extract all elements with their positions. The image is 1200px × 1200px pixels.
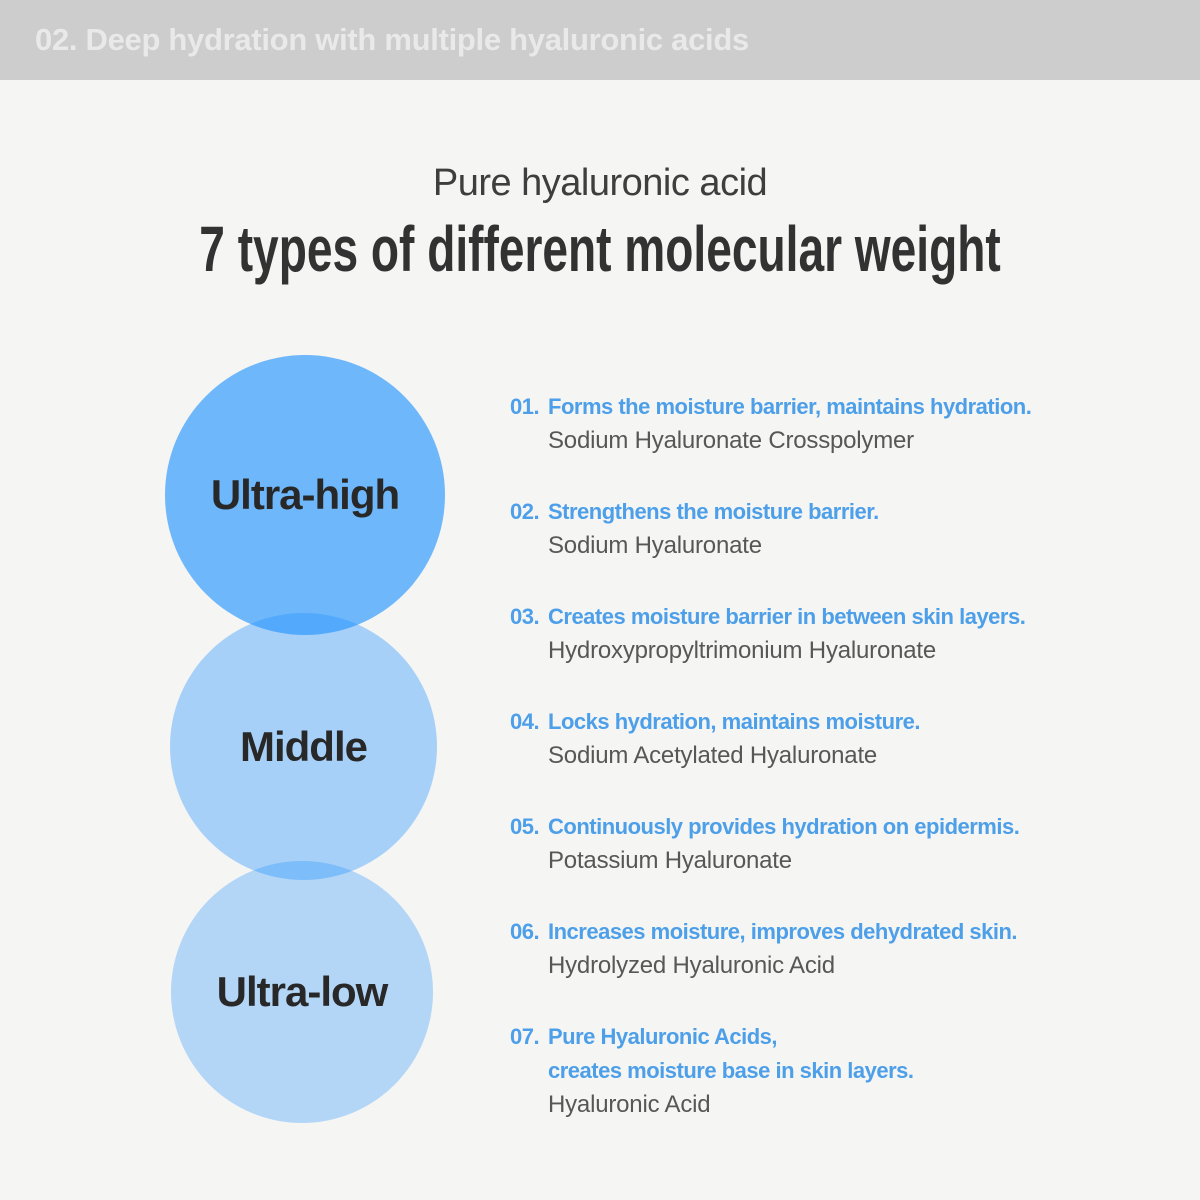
- item-number: 05.: [510, 814, 540, 839]
- list-item-04: 04. Locks hydration, maintains moisture.…: [510, 705, 1110, 773]
- circle-label-ultra-low: Ultra-low: [216, 968, 389, 1015]
- item-heading: 02. Strengthens the moisture barrier.: [510, 495, 1110, 529]
- item-heading-text: Locks hydration, maintains moisture.: [548, 709, 920, 734]
- item-heading: 04. Locks hydration, maintains moisture.: [510, 705, 1110, 739]
- item-heading-text: Pure Hyaluronic Acids,: [548, 1024, 778, 1049]
- header-title: 02. Deep hydration with multiple hyaluro…: [35, 22, 749, 57]
- item-heading-text: Increases moisture, improves dehydrated …: [548, 919, 1018, 944]
- list-item-02: 02. Strengthens the moisture barrier. So…: [510, 495, 1110, 563]
- list-item-07: 07. Pure Hyaluronic Acids, creates moist…: [510, 1020, 1110, 1122]
- circle-label-middle: Middle: [240, 722, 368, 770]
- item-heading-line2: creates moisture base in skin layers.: [510, 1054, 1110, 1088]
- item-number: 01.: [510, 394, 540, 419]
- item-heading: 01. Forms the moisture barrier, maintain…: [510, 390, 1110, 424]
- list-item-05: 05. Continuously provides hydration on e…: [510, 810, 1110, 878]
- item-heading-text2: creates moisture base in skin layers.: [548, 1058, 914, 1083]
- subtitle: Pure hyaluronic acid: [432, 162, 768, 204]
- item-ingredient: Sodium Hyaluronate: [548, 532, 762, 559]
- item-heading-text: Continuously provides hydration on epide…: [548, 814, 1020, 839]
- item-number: 06.: [510, 919, 540, 944]
- item-ingredient: Hydroxypropyltrimonium Hyaluronate: [548, 637, 937, 664]
- item-number-spacer: [510, 1054, 548, 1088]
- intro-section: Pure hyaluronic acid 7 types of differen…: [0, 160, 1200, 284]
- item-ingredient: Potassium Hyaluronate: [548, 847, 792, 874]
- item-heading: 06. Increases moisture, improves dehydra…: [510, 915, 1110, 949]
- item-ingredient: Hyaluronic Acid: [548, 1091, 711, 1118]
- item-number: 02.: [510, 499, 540, 524]
- item-heading: 05. Continuously provides hydration on e…: [510, 810, 1110, 844]
- list-item-01: 01. Forms the moisture barrier, maintain…: [510, 390, 1110, 458]
- item-heading-text: Forms the moisture barrier, maintains hy…: [548, 394, 1032, 419]
- item-number: 03.: [510, 604, 540, 629]
- item-ingredient: Sodium Hyaluronate Crosspolymer: [548, 427, 914, 454]
- item-heading: 03. Creates moisture barrier in between …: [510, 600, 1110, 634]
- list-item-06: 06. Increases moisture, improves dehydra…: [510, 915, 1110, 983]
- item-ingredient: Sodium Acetylated Hyaluronate: [548, 742, 878, 769]
- circle-middle: Middle: [170, 613, 437, 880]
- circle-ultra-low: Ultra-low: [171, 861, 433, 1123]
- item-number: 04.: [510, 709, 540, 734]
- list-item-03: 03. Creates moisture barrier in between …: [510, 600, 1110, 668]
- item-heading-text: Creates moisture barrier in between skin…: [548, 604, 1026, 629]
- item-heading: 07. Pure Hyaluronic Acids,: [510, 1020, 1110, 1054]
- item-heading-text: Strengthens the moisture barrier.: [548, 499, 879, 524]
- item-ingredient: Hydrolyzed Hyaluronic Acid: [548, 952, 835, 979]
- header-bar: 02. Deep hydration with multiple hyaluro…: [0, 0, 1200, 80]
- circle-label-ultra-high: Ultra-high: [210, 471, 400, 518]
- circle-ultra-high: Ultra-high: [165, 355, 445, 635]
- item-number: 07.: [510, 1024, 540, 1049]
- hyaluronic-acid-list: 01. Forms the moisture barrier, maintain…: [510, 390, 1110, 1122]
- page-title: 7 types of different molecular weight: [199, 213, 1001, 285]
